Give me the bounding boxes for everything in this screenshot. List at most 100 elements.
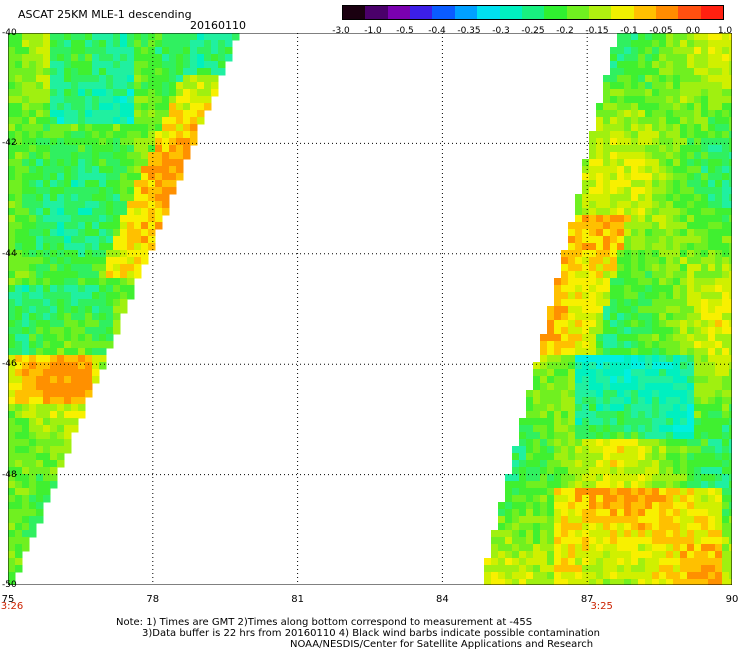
- swath-cell: [15, 439, 23, 447]
- swath-cell: [687, 474, 695, 482]
- swath-cell: [624, 236, 632, 244]
- swath-cell: [722, 173, 730, 181]
- swath-cell: [15, 278, 23, 286]
- swath-cell: [687, 145, 695, 153]
- swath-cell: [64, 236, 72, 244]
- swath-cell: [64, 432, 72, 440]
- swath-cell: [722, 446, 730, 454]
- swath-cell: [8, 47, 16, 55]
- swath-cell: [694, 236, 702, 244]
- swath-cell: [645, 341, 653, 349]
- swath-cell: [554, 404, 562, 412]
- swath-cell: [71, 411, 79, 419]
- swath-cell: [99, 194, 107, 202]
- swath-cell: [85, 285, 93, 293]
- swath-cell: [162, 110, 170, 118]
- swath-cell: [36, 306, 44, 314]
- swath-cell: [29, 145, 37, 153]
- swath-cell: [617, 138, 625, 146]
- swath-cell: [596, 187, 604, 195]
- swath-cell: [652, 446, 660, 454]
- swath-cell: [666, 355, 674, 363]
- swath-cell: [22, 369, 30, 377]
- swath-cell: [680, 243, 688, 251]
- swath-cell: [715, 369, 723, 377]
- swath-cell: [694, 418, 702, 426]
- swath-cell: [127, 285, 135, 293]
- swath-cell: [715, 89, 723, 97]
- swath-cell: [715, 40, 723, 48]
- swath-cell: [540, 523, 548, 531]
- swath-cell: [561, 432, 569, 440]
- swath-cell: [169, 131, 177, 139]
- swath-cell: [659, 446, 667, 454]
- swath-cell: [645, 201, 653, 209]
- swath-cell: [78, 278, 86, 286]
- swath-cell: [22, 502, 30, 510]
- swath-cell: [708, 82, 716, 90]
- swath-cell: [561, 397, 569, 405]
- swath-cell: [582, 544, 590, 552]
- swath-cell: [729, 530, 732, 538]
- swath-cell: [645, 299, 653, 307]
- swath-cell: [673, 467, 681, 475]
- swath-cell: [603, 467, 611, 475]
- swath-cell: [547, 460, 555, 468]
- swath-cell: [729, 117, 732, 125]
- swath-cell: [568, 320, 576, 328]
- swath-cell: [64, 229, 72, 237]
- swath-cell: [638, 383, 646, 391]
- swath-cell: [666, 341, 674, 349]
- swath-cell: [638, 467, 646, 475]
- swath-cell: [638, 257, 646, 265]
- swath-cell: [708, 327, 716, 335]
- swath-cell: [50, 334, 58, 342]
- swath-cell: [603, 229, 611, 237]
- swath-cell: [729, 131, 732, 139]
- swath-cell: [694, 180, 702, 188]
- swath-cell: [680, 208, 688, 216]
- swath-cell: [722, 138, 730, 146]
- swath-cell: [120, 285, 128, 293]
- swath-cell: [71, 222, 79, 230]
- swath-cell: [190, 54, 198, 62]
- swath-cell: [589, 166, 597, 174]
- swath-cell: [610, 47, 618, 55]
- swath-cell: [610, 159, 618, 167]
- swath-cell: [610, 215, 618, 223]
- swath-cell: [694, 411, 702, 419]
- swath-cell: [8, 355, 16, 363]
- swath-cell: [631, 467, 639, 475]
- swath-cell: [57, 180, 65, 188]
- swath-cell: [568, 264, 576, 272]
- swath-cell: [141, 117, 149, 125]
- swath-cell: [120, 138, 128, 146]
- swath-cell: [680, 467, 688, 475]
- swath-cell: [547, 432, 555, 440]
- x-tick-label: 87: [580, 594, 594, 605]
- swath-cell: [78, 411, 86, 419]
- swath-cell: [729, 257, 732, 265]
- swath-cell: [624, 208, 632, 216]
- swath-cell: [57, 271, 65, 279]
- swath-cell: [687, 180, 695, 188]
- swath-cell: [666, 54, 674, 62]
- swath-cell: [22, 124, 30, 132]
- swath-cell: [141, 61, 149, 69]
- swath-cell: [631, 201, 639, 209]
- swath-cell: [78, 257, 86, 265]
- swath-cell: [638, 243, 646, 251]
- swath-cell: [687, 208, 695, 216]
- swath-cell: [29, 96, 37, 104]
- swath-cell: [113, 124, 121, 132]
- swath-cell: [603, 75, 611, 83]
- swath-cell: [687, 299, 695, 307]
- swath-cell: [64, 264, 72, 272]
- swath-cell: [50, 180, 58, 188]
- swath-cell: [596, 243, 604, 251]
- swath-cell: [85, 229, 93, 237]
- swath-cell: [589, 495, 597, 503]
- swath-cell: [652, 54, 660, 62]
- swath-cell: [127, 243, 135, 251]
- swath-cell: [666, 467, 674, 475]
